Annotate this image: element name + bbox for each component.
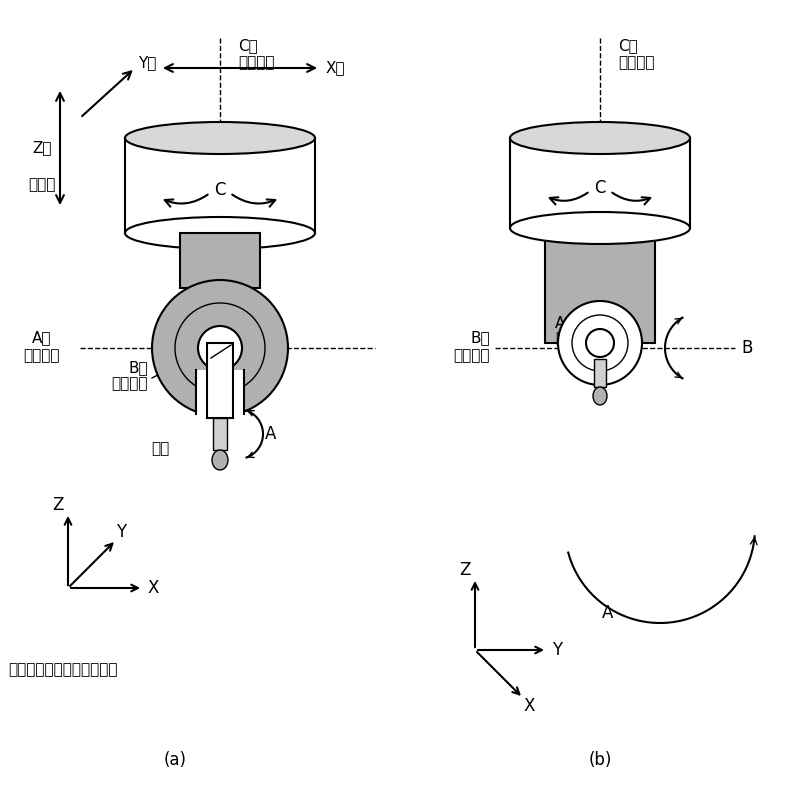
Circle shape (198, 326, 242, 370)
Text: A: A (266, 425, 277, 443)
Polygon shape (545, 228, 655, 343)
Text: B轴: B轴 (470, 330, 490, 346)
Polygon shape (207, 343, 233, 418)
Ellipse shape (510, 212, 690, 244)
Text: 刀具: 刀具 (151, 441, 169, 456)
Polygon shape (180, 233, 260, 288)
Text: Y: Y (116, 523, 126, 541)
Polygon shape (213, 418, 227, 450)
Text: 旋转中心: 旋转中心 (238, 56, 274, 70)
Text: 旋转中心: 旋转中心 (555, 331, 591, 346)
Circle shape (586, 329, 614, 357)
Circle shape (152, 280, 288, 416)
Text: X: X (523, 697, 534, 715)
Text: X: X (147, 579, 158, 597)
Ellipse shape (212, 450, 228, 470)
Text: C轴: C轴 (238, 38, 258, 53)
Text: 旋转中心: 旋转中心 (618, 56, 654, 70)
Text: 旋转中心: 旋转中心 (111, 377, 148, 392)
Text: 旋转中心: 旋转中心 (454, 349, 490, 364)
Text: C: C (594, 179, 606, 197)
Circle shape (175, 303, 265, 393)
Text: 旋转中心: 旋转中心 (24, 349, 60, 364)
Text: Z: Z (459, 561, 470, 579)
Ellipse shape (125, 122, 315, 154)
Text: Y: Y (552, 641, 562, 659)
Text: B: B (742, 339, 753, 357)
Text: (b): (b) (588, 751, 612, 769)
Text: 刀具头: 刀具头 (28, 177, 56, 192)
Text: Z轴: Z轴 (32, 140, 52, 156)
Text: A轴: A轴 (555, 315, 574, 330)
Ellipse shape (125, 217, 315, 249)
Polygon shape (510, 138, 690, 228)
Text: 设备坐标系、工作台坐标系: 设备坐标系、工作台坐标系 (8, 662, 118, 678)
Ellipse shape (593, 387, 607, 405)
Text: C: C (214, 181, 226, 199)
Text: Z: Z (52, 496, 64, 514)
Text: A: A (602, 604, 614, 622)
Text: C轴: C轴 (618, 38, 638, 53)
Text: Y轴: Y轴 (138, 56, 156, 70)
Text: X轴: X轴 (325, 61, 345, 76)
Text: A轴: A轴 (32, 330, 52, 346)
Text: (a): (a) (163, 751, 186, 769)
Polygon shape (594, 359, 606, 387)
Circle shape (558, 301, 642, 385)
Polygon shape (125, 138, 315, 233)
Polygon shape (196, 370, 244, 421)
Text: B轴: B轴 (128, 361, 148, 376)
Ellipse shape (510, 122, 690, 154)
